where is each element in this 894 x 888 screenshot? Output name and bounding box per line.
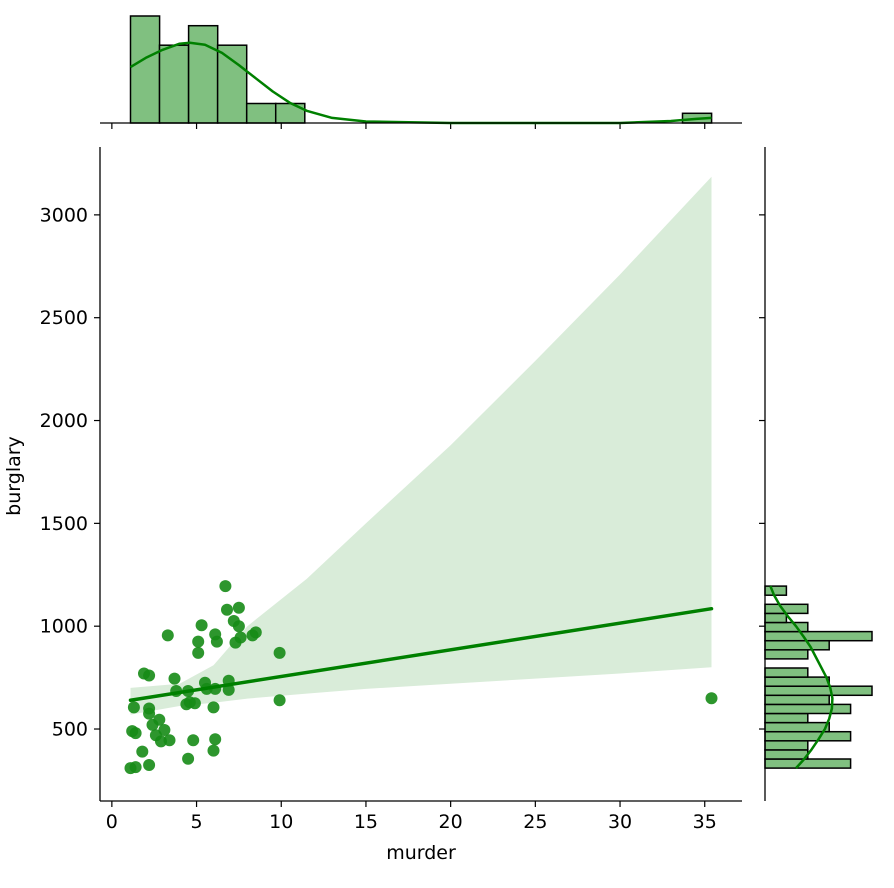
y-histogram-bar xyxy=(764,603,809,615)
x-marginal-histogram xyxy=(100,15,742,129)
x-tick-label: 25 xyxy=(523,811,547,833)
y-histogram-bar xyxy=(764,758,852,769)
y-histogram-bar xyxy=(764,694,830,706)
y-histogram-bar xyxy=(764,721,830,733)
data-point xyxy=(227,615,240,627)
x-histogram-bar xyxy=(274,102,306,124)
y-histogram-bar xyxy=(764,621,809,633)
y-tick-label: 2000 xyxy=(40,410,88,432)
x-histogram-bar xyxy=(187,24,219,124)
y-tick-label: 3000 xyxy=(40,204,88,226)
data-point xyxy=(161,629,174,642)
x-tick-label: 0 xyxy=(106,811,118,833)
data-point xyxy=(187,734,200,747)
y-histogram-bar xyxy=(764,667,809,678)
y-histogram-bar xyxy=(764,730,852,742)
y-histogram-bar xyxy=(764,676,830,687)
data-point xyxy=(221,603,233,616)
data-point xyxy=(273,646,286,659)
y-tick-label: 500 xyxy=(52,719,88,741)
data-point xyxy=(153,713,166,726)
y-axis-label: burglary xyxy=(3,436,25,516)
y-tick-label: 2500 xyxy=(40,307,88,329)
data-point xyxy=(182,752,195,765)
data-point xyxy=(219,580,232,593)
confidence-band xyxy=(130,176,712,715)
data-point xyxy=(192,635,205,648)
y-histogram-bar xyxy=(764,639,830,651)
data-point xyxy=(232,601,245,614)
y-kde-curve xyxy=(769,585,834,769)
x-histogram-bar xyxy=(129,15,161,124)
data-point xyxy=(143,702,156,715)
y-histogram-bar xyxy=(764,585,788,596)
x-histogram-bar xyxy=(245,102,277,124)
y-tick-label: 1000 xyxy=(40,616,88,638)
data-point xyxy=(195,619,208,632)
x-tick-label: 35 xyxy=(693,811,717,833)
x-tick-label: 5 xyxy=(191,811,203,833)
data-point xyxy=(705,692,718,705)
main-plot-area: 0 5 10 15 20 25 30 35 500 1000 1500 2000 2500 3000 xyxy=(40,147,742,833)
x-histogram-bar xyxy=(158,44,190,124)
data-point xyxy=(129,761,142,774)
y-histogram-bar xyxy=(764,630,873,642)
y-marginal-histogram xyxy=(759,147,873,801)
data-point xyxy=(143,759,156,771)
data-point xyxy=(158,724,171,736)
y-histogram-bar xyxy=(764,740,809,751)
data-point xyxy=(163,734,176,747)
data-point xyxy=(273,694,286,707)
y-tick-label: 1500 xyxy=(40,513,88,535)
x-axis-label: murder xyxy=(386,842,456,864)
data-point xyxy=(207,744,220,757)
x-tick-label: 20 xyxy=(439,811,463,833)
x-tick-label: 15 xyxy=(354,811,378,833)
y-histogram-bar xyxy=(764,612,788,624)
data-point xyxy=(126,725,139,738)
y-histogram-bar xyxy=(764,685,873,697)
data-point xyxy=(199,676,211,689)
data-point xyxy=(209,733,222,746)
x-histogram-bar xyxy=(216,44,248,124)
regression-line xyxy=(128,606,714,702)
data-point xyxy=(234,631,247,644)
y-histogram-bar xyxy=(764,649,809,660)
y-histogram-bar xyxy=(764,703,852,715)
data-point xyxy=(249,626,262,639)
x-tick-label: 10 xyxy=(269,811,293,833)
data-point xyxy=(207,701,220,714)
data-point xyxy=(138,667,150,680)
y-histogram-bar xyxy=(764,749,809,760)
data-point xyxy=(168,672,181,685)
x-tick-label: 30 xyxy=(608,811,632,833)
data-point xyxy=(192,646,205,659)
data-point xyxy=(136,745,149,758)
data-point xyxy=(209,628,222,641)
data-point xyxy=(183,696,196,709)
y-histogram-bar xyxy=(764,712,809,724)
data-point xyxy=(127,701,140,714)
